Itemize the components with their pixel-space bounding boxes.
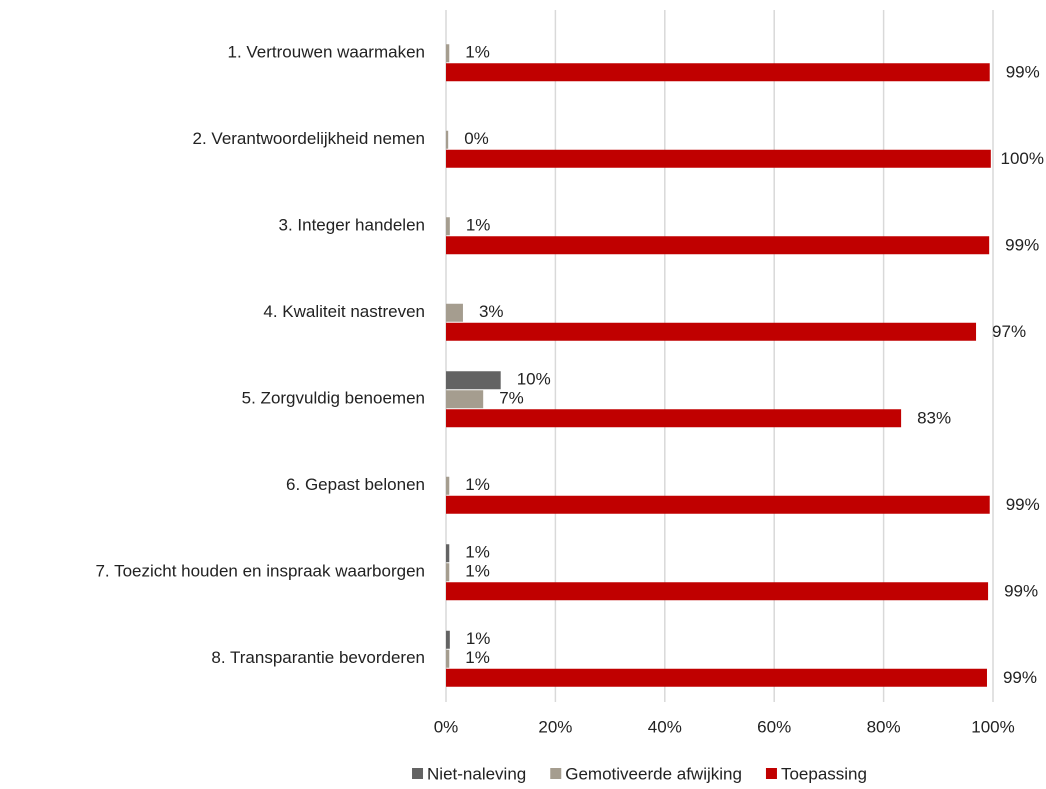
y-tick-label: 2. Verantwoordelijkheid nemen bbox=[193, 129, 425, 148]
x-tick-label: 0% bbox=[434, 717, 459, 736]
y-tick-label: 1. Vertrouwen waarmaken bbox=[228, 43, 426, 62]
data-label: 3% bbox=[479, 302, 504, 321]
bar bbox=[446, 303, 463, 322]
data-label: 7% bbox=[499, 389, 524, 408]
data-label: 99% bbox=[1005, 236, 1039, 255]
data-label: 1% bbox=[466, 216, 491, 235]
data-label: 99% bbox=[1006, 495, 1040, 514]
y-tick-label: 8. Transparantie bevorderen bbox=[211, 648, 425, 667]
bar bbox=[446, 371, 501, 390]
bar bbox=[446, 390, 484, 409]
data-label: 99% bbox=[1003, 668, 1037, 687]
bar bbox=[446, 544, 450, 563]
bar bbox=[446, 236, 990, 255]
y-tick-label: 7. Toezicht houden en inspraak waarborge… bbox=[95, 562, 425, 581]
bar bbox=[446, 44, 450, 63]
y-tick-label: 3. Integer handelen bbox=[278, 216, 425, 235]
legend-swatch bbox=[765, 768, 777, 779]
bar bbox=[446, 217, 450, 236]
bar bbox=[446, 582, 989, 601]
bar bbox=[446, 476, 450, 495]
data-label: 1% bbox=[465, 43, 490, 62]
x-tick-label: 20% bbox=[538, 717, 572, 736]
legend-swatch bbox=[550, 768, 562, 779]
data-label: 1% bbox=[465, 543, 490, 562]
x-tick-label: 60% bbox=[757, 717, 791, 736]
bar bbox=[446, 130, 449, 149]
bar bbox=[446, 409, 902, 428]
data-label: 1% bbox=[465, 562, 490, 581]
data-label: 99% bbox=[1006, 63, 1040, 82]
bar bbox=[446, 63, 990, 82]
data-label: 1% bbox=[465, 648, 490, 667]
data-label: 83% bbox=[917, 409, 951, 428]
data-label: 1% bbox=[466, 629, 491, 648]
bar bbox=[446, 495, 990, 514]
bar bbox=[446, 149, 991, 168]
legend-label: Niet-naleving bbox=[427, 764, 526, 783]
bar bbox=[446, 668, 987, 687]
x-tick-label: 80% bbox=[867, 717, 901, 736]
data-label: 97% bbox=[992, 322, 1026, 341]
y-tick-label: 4. Kwaliteit nastreven bbox=[263, 302, 425, 321]
legend-swatch bbox=[412, 768, 424, 779]
x-tick-label: 40% bbox=[648, 717, 682, 736]
legend-label: Toepassing bbox=[781, 764, 867, 783]
legend-label: Gemotiveerde afwijking bbox=[565, 764, 742, 783]
y-tick-label: 5. Zorgvuldig benoemen bbox=[242, 389, 425, 408]
bar bbox=[446, 649, 450, 668]
x-tick-label: 100% bbox=[971, 717, 1014, 736]
y-tick-label: 6. Gepast belonen bbox=[286, 475, 425, 494]
data-label: 0% bbox=[464, 129, 489, 148]
bar bbox=[446, 322, 977, 341]
data-label: 10% bbox=[517, 370, 551, 389]
data-label: 1% bbox=[465, 475, 490, 494]
bar bbox=[446, 630, 450, 649]
data-label: 100% bbox=[1001, 149, 1044, 168]
data-label: 99% bbox=[1004, 582, 1038, 601]
bar bbox=[446, 563, 450, 582]
